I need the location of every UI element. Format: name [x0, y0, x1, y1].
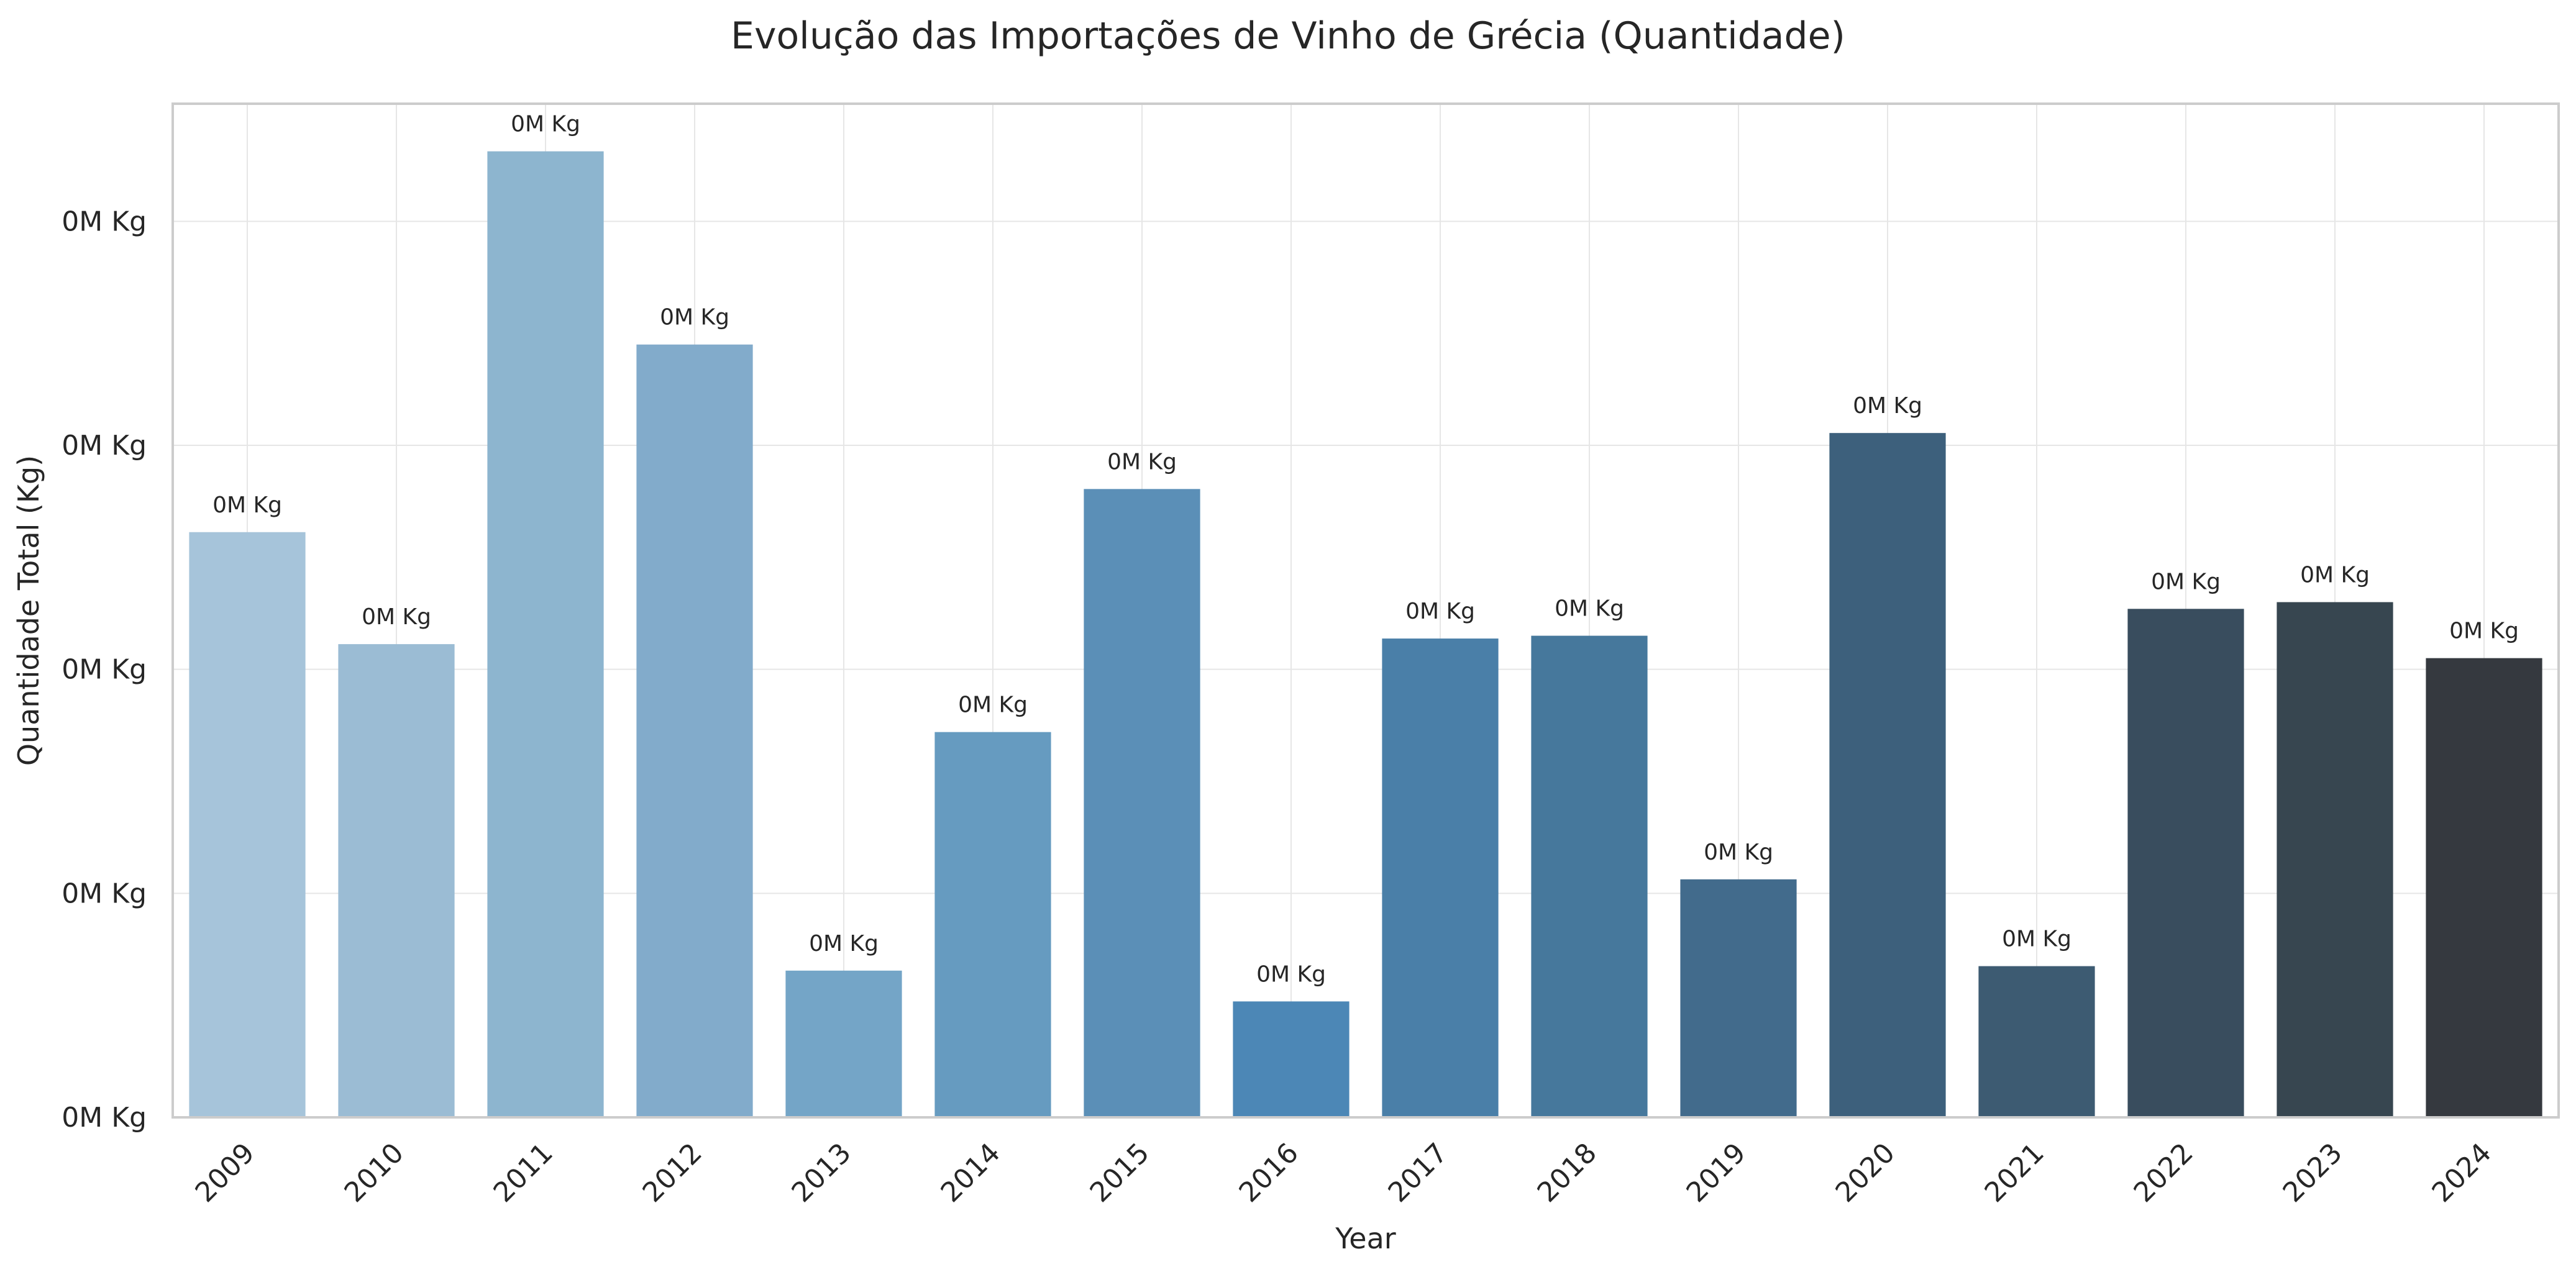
bar-value-label: 0M Kg	[2151, 569, 2221, 594]
bar-value-label: 0M Kg	[1256, 961, 1326, 987]
bar	[1531, 635, 1648, 1117]
y-axis-label: Quantidade Total (Kg)	[12, 455, 45, 766]
x-tick-label: 2021	[1979, 1137, 2050, 1209]
bar-value-label: 0M Kg	[2449, 619, 2519, 644]
bar	[1978, 966, 2095, 1117]
x-tick-label: 2011	[488, 1137, 559, 1209]
bar	[1382, 638, 1499, 1117]
y-tick-label: 0M Kg	[62, 430, 147, 461]
x-tick-label: 2014	[935, 1137, 1007, 1209]
plot-frame	[171, 102, 2560, 1119]
bar-value-label: 0M Kg	[1555, 596, 1624, 622]
bar	[1680, 879, 1797, 1117]
bar-value-label: 0M Kg	[212, 493, 282, 518]
x-tick-label: 2015	[1084, 1137, 1156, 1209]
bar-value-label: 0M Kg	[1107, 449, 1177, 475]
bar	[934, 732, 1051, 1117]
x-tick-label: 2009	[190, 1137, 261, 1209]
x-tick-label: 2016	[1233, 1137, 1305, 1209]
bar-value-label: 0M Kg	[958, 693, 1028, 718]
bar-value-label: 0M Kg	[1704, 840, 1773, 865]
bar	[2277, 602, 2393, 1117]
x-axis-label: Year	[1335, 1222, 1395, 1255]
bar-value-label: 0M Kg	[2300, 562, 2370, 588]
bar-value-label: 0M Kg	[511, 112, 580, 137]
y-tick-label: 0M Kg	[62, 206, 147, 237]
y-tick-layer: 0M Kg 0M Kg 0M Kg 0M Kg 0M Kg	[62, 206, 147, 1133]
bar	[487, 151, 604, 1118]
x-tick-label: 2012	[637, 1137, 708, 1209]
bar-layer	[189, 151, 2542, 1118]
bar	[785, 970, 902, 1117]
bar	[189, 532, 306, 1117]
x-tick-label: 2010	[339, 1137, 410, 1209]
x-tick-label: 2013	[786, 1137, 857, 1209]
y-tick-label: 0M Kg	[62, 654, 147, 686]
y-tick-label: 0M Kg	[62, 1102, 147, 1133]
bar	[338, 644, 455, 1117]
bar	[2426, 658, 2542, 1117]
chart-title: Evolução das Importações de Vinho de Gré…	[731, 14, 1845, 58]
x-tick-label: 2018	[1532, 1137, 1603, 1209]
bar-value-label: 0M Kg	[1853, 393, 1922, 419]
x-tick-label: 2023	[2277, 1137, 2349, 1209]
bar-value-label: 0M Kg	[2002, 927, 2071, 952]
x-tick-label: 2022	[2128, 1137, 2199, 1209]
bar	[636, 344, 753, 1118]
y-tick-label: 0M Kg	[62, 878, 147, 909]
bar	[2127, 609, 2244, 1117]
bar	[1829, 433, 1946, 1117]
x-tick-label: 2017	[1382, 1137, 1454, 1209]
bar	[1084, 489, 1200, 1117]
bar	[1233, 1001, 1350, 1117]
bar-value-label: 0M Kg	[809, 931, 879, 956]
bar-value-label: 0M Kg	[362, 604, 431, 630]
x-tick-label: 2019	[1681, 1137, 1752, 1209]
x-tick-layer: 2009 2010 2011 2012 2013 2014 2015 2016 2017 2018…	[190, 1137, 2498, 1209]
bar-value-label: 0M Kg	[1405, 599, 1475, 624]
bar-label-layer: 0M Kg 0M Kg 0M Kg 0M Kg 0M Kg 0M Kg 0M Kg 0M Kg…	[212, 112, 2519, 988]
bar-value-label: 0M Kg	[660, 305, 729, 330]
x-tick-label: 2024	[2426, 1137, 2498, 1209]
x-tick-label: 2020	[1830, 1137, 1901, 1209]
